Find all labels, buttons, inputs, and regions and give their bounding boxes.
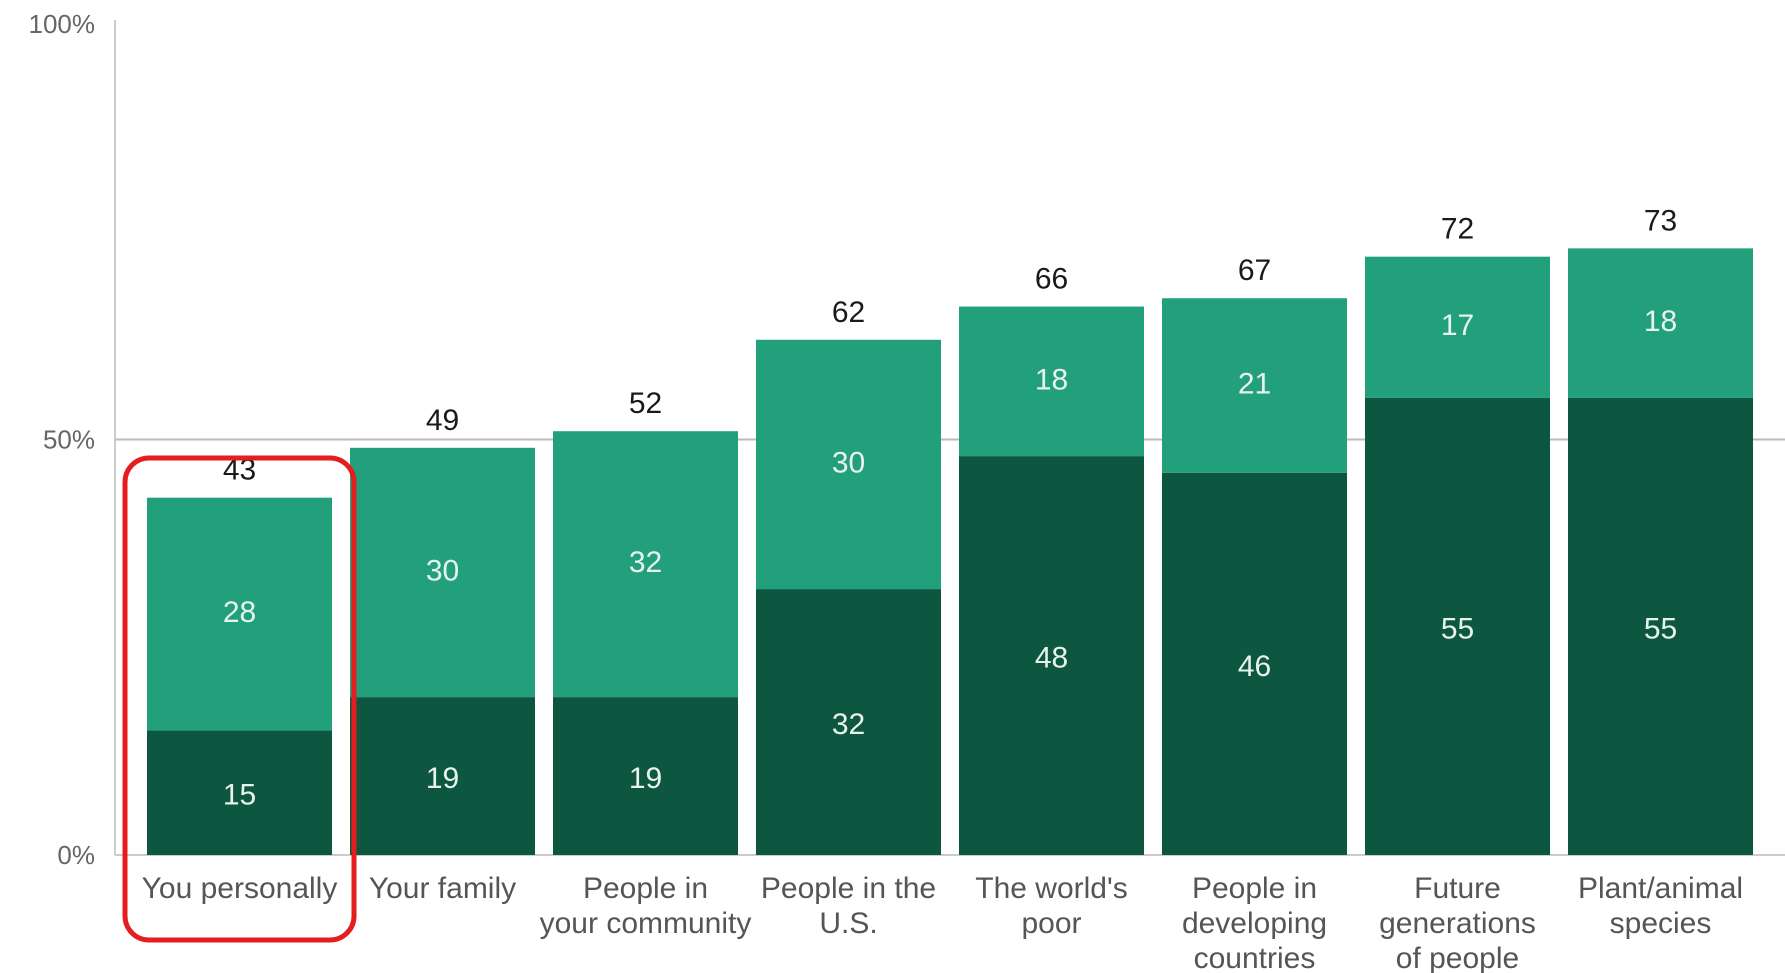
category-label-line: your community (540, 907, 752, 940)
category-label: Your family (369, 872, 516, 905)
category-label-line: poor (1021, 907, 1081, 940)
y-tick-label: 0% (57, 840, 95, 870)
category-label-line: generations (1379, 907, 1536, 940)
total-value-label: 73 (1644, 204, 1677, 237)
segment-value-label: 19 (426, 762, 459, 795)
segment-value-label: 18 (1035, 363, 1068, 396)
segment-value-label: 32 (629, 546, 662, 579)
segment-value-label: 21 (1238, 367, 1271, 400)
segment-value-label: 30 (426, 554, 459, 587)
highlight-layer (122, 455, 357, 943)
category-label-line: Future (1414, 872, 1501, 905)
segment-value-label: 55 (1441, 612, 1474, 645)
category-label: People in your community (540, 872, 752, 940)
category-label-line: of people (1396, 942, 1519, 973)
category-label-line: Your family (369, 872, 516, 905)
bar-segment-light (553, 431, 738, 698)
segment-value-label: 18 (1644, 305, 1677, 338)
y-tick-label: 100% (29, 9, 96, 39)
bar-segment-dark (1365, 397, 1550, 855)
bar-segment-dark (1162, 472, 1347, 855)
bar-segment-dark (553, 697, 738, 855)
bars-layer (147, 248, 1753, 855)
category-label-line: Plant/animal (1578, 872, 1743, 905)
category-label: People in the U.S. (761, 872, 936, 940)
segment-value-label: 46 (1238, 650, 1271, 683)
segment-value-label: 30 (832, 446, 865, 479)
segment-value-label: 28 (223, 596, 256, 629)
category-label: You personally (142, 872, 338, 905)
category-label: Future generations of people (1379, 872, 1536, 973)
total-value-label: 49 (426, 404, 459, 437)
category-label-line: countries (1194, 942, 1316, 973)
segment-value-label: 48 (1035, 641, 1068, 674)
bar-segment-dark (147, 730, 332, 855)
total-value-label: 52 (629, 387, 662, 420)
bar-segment-light (959, 306, 1144, 457)
segment-value-label: 32 (832, 708, 865, 741)
bar-segment-dark (756, 589, 941, 855)
bar-segment-dark (1568, 397, 1753, 855)
category-label: Plant/animal species (1578, 872, 1743, 940)
segment-value-label: 17 (1441, 309, 1474, 342)
total-value-label: 67 (1238, 254, 1271, 287)
category-label-line: People in (1192, 872, 1317, 905)
category-label-line: species (1610, 907, 1712, 940)
category-label: The world's poor (975, 872, 1127, 940)
bar-segment-dark (959, 456, 1144, 855)
category-label-line: People in (583, 872, 708, 905)
bar-segment-light (1162, 298, 1347, 473)
category-label-line: People in the (761, 872, 936, 905)
bar-segment-dark (350, 697, 535, 855)
category-label: People in developing countries (1182, 872, 1327, 973)
bar-segment-light (756, 339, 941, 590)
highlight-box (122, 455, 357, 943)
segment-value-label: 15 (223, 779, 256, 812)
total-value-label: 62 (832, 296, 865, 329)
bar-segment-light (1568, 248, 1753, 398)
y-tick-label: 50% (43, 424, 95, 454)
category-label-line: The world's (975, 872, 1127, 905)
category-label-line: developing (1182, 907, 1327, 940)
bar-segment-light (1365, 256, 1550, 398)
total-value-label: 66 (1035, 263, 1068, 296)
total-value-label: 72 (1441, 213, 1474, 246)
segment-value-label: 19 (629, 762, 662, 795)
category-label-line: U.S. (819, 907, 877, 940)
segment-value-label: 55 (1644, 612, 1677, 645)
bar-segment-light (147, 497, 332, 731)
category-label-line: You personally (142, 872, 338, 905)
bar-segment-light (350, 447, 535, 698)
